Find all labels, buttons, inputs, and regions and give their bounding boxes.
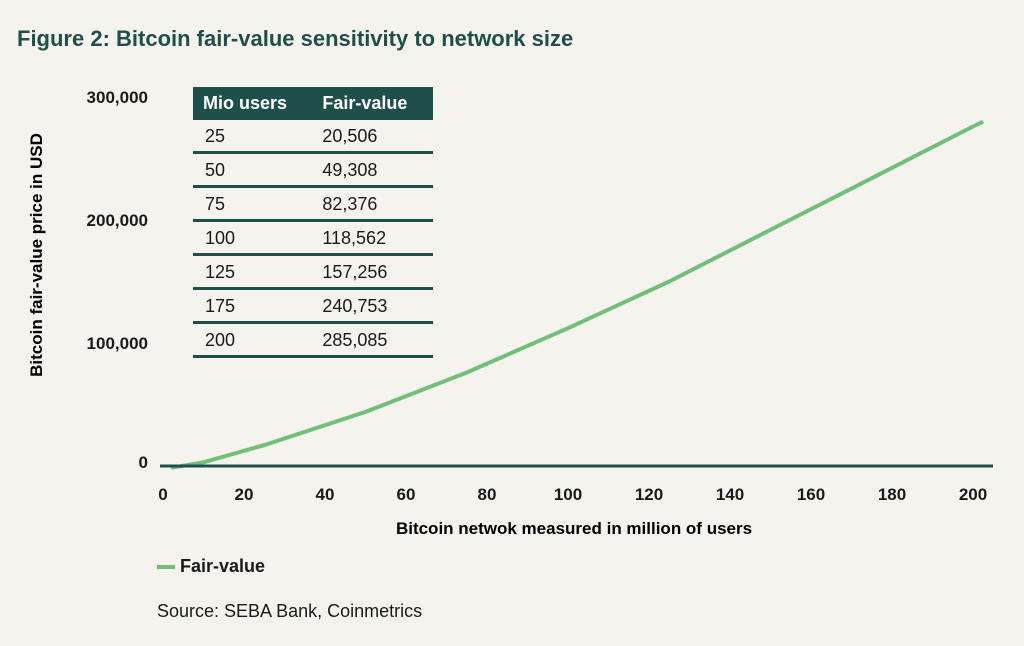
- legend-label: Fair-value: [180, 556, 266, 576]
- table-row: 25 20,506: [193, 120, 433, 154]
- table-row: 50 49,308: [193, 152, 433, 188]
- fair-value-line: [170, 119, 984, 470]
- x-tick-label: 0: [158, 485, 167, 504]
- cell-users: 100: [193, 220, 313, 256]
- cell-users: 25: [193, 120, 313, 154]
- x-tick-label: 180: [878, 485, 906, 504]
- cell-fair-value: 20,506: [312, 120, 433, 154]
- table-header-users: Mio users: [193, 87, 313, 120]
- x-tick-label: 200: [959, 485, 987, 504]
- y-tick-label: 100,000: [87, 334, 148, 353]
- cell-fair-value: 157,256: [312, 254, 433, 290]
- table-header-fair-value: Fair-value: [312, 87, 433, 120]
- x-tick-label: 140: [716, 485, 744, 504]
- table-row: 200 285,085: [193, 322, 433, 358]
- source-note: Source: SEBA Bank, Coinmetrics: [157, 601, 423, 621]
- table-row: 175 240,753: [193, 288, 433, 324]
- fair-value-table: Mio users Fair-value 25 20,506 50 49,308 75 8…: [193, 87, 433, 358]
- legend-swatch: [157, 564, 175, 569]
- y-tick-label: 200,000: [87, 211, 148, 230]
- cell-users: 50: [193, 152, 313, 188]
- cell-users: 75: [193, 186, 313, 222]
- table-row: 100 118,562: [193, 220, 433, 256]
- cell-users: 200: [193, 322, 313, 358]
- x-tick-label: 80: [478, 485, 497, 504]
- x-axis-label: Bitcoin netwok measured in million of us…: [396, 519, 752, 538]
- cell-fair-value: 240,753: [312, 288, 433, 324]
- x-tick-label: 20: [235, 485, 254, 504]
- x-tick-label: 100: [554, 485, 582, 504]
- table-row: 125 157,256: [193, 254, 433, 290]
- y-tick-label: 300,000: [87, 88, 148, 107]
- legend: Fair-value: [157, 556, 265, 577]
- chart-title: Figure 2: Bitcoin fair-value sensitivity…: [17, 26, 574, 51]
- cell-fair-value: 82,376: [312, 186, 433, 222]
- x-tick-label: 160: [797, 485, 825, 504]
- y-tick-label: 0: [139, 453, 148, 472]
- cell-fair-value: 285,085: [312, 322, 433, 358]
- x-tick-label: 60: [397, 485, 416, 504]
- cell-users: 125: [193, 254, 313, 290]
- cell-fair-value: 49,308: [312, 152, 433, 188]
- table-row: 75 82,376: [193, 186, 433, 222]
- x-tick-label: 40: [316, 485, 335, 504]
- x-tick-label: 120: [635, 485, 663, 504]
- cell-fair-value: 118,562: [312, 220, 433, 256]
- cell-users: 175: [193, 288, 313, 324]
- y-axis-label: Bitcoin fair-value price in USD: [27, 133, 46, 377]
